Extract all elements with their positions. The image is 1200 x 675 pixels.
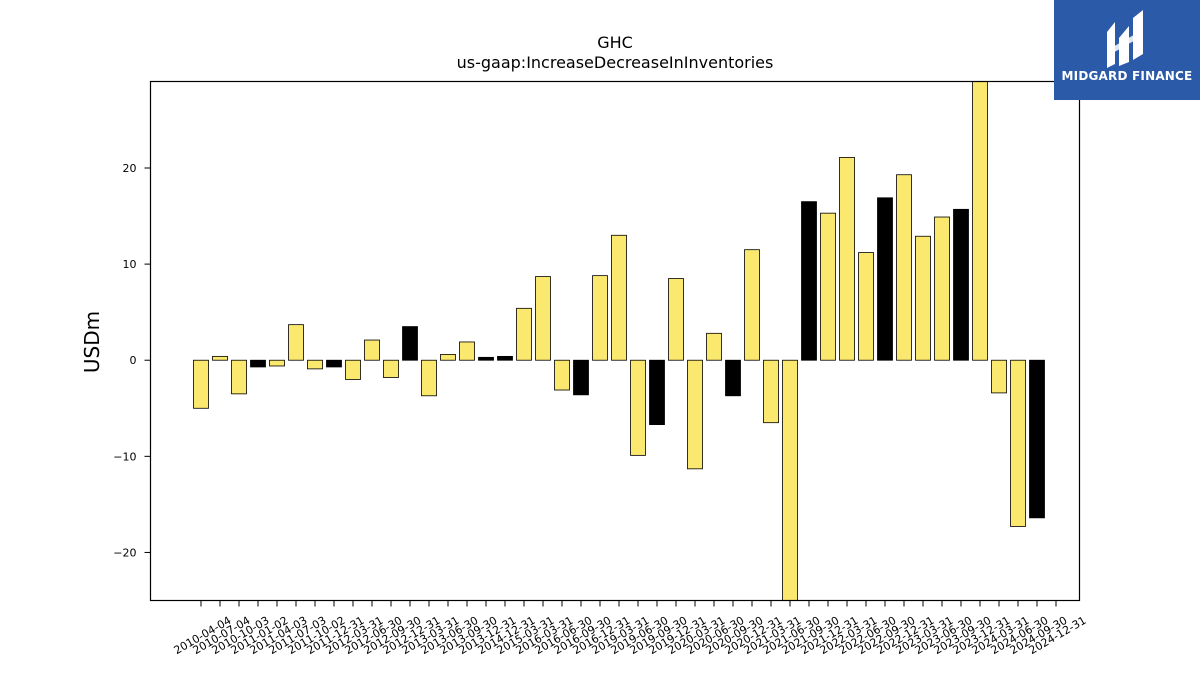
bar-2020-03-31 (687, 359, 703, 470)
bar-2011-12-31 (326, 359, 342, 368)
bar-2019-09-30 (649, 359, 665, 426)
bar-2014-12-31 (497, 355, 513, 361)
bar-2016-06-30 (554, 359, 570, 391)
bar-2022-09-30 (877, 197, 893, 361)
bar-2016-09-30 (573, 359, 589, 396)
bar-2022-03-31 (839, 157, 855, 361)
bar-2011-01-02 (250, 359, 266, 368)
y-tick-label: −20 (113, 546, 136, 559)
bar-2016-03-31 (535, 276, 551, 361)
x-ticks-group: 2010-04-042010-07-042010-10-032011-01-02… (172, 600, 1089, 657)
bar-2013-06-30 (440, 354, 456, 361)
brand-logo: MIDGARD FINANCE (1054, 0, 1200, 100)
y-ticks-group: −20 −10 0 10 20 (113, 162, 151, 559)
bar-2023-06-30 (934, 216, 950, 361)
y-tick-label: −10 (113, 450, 136, 463)
bar-2012-09-30 (383, 359, 399, 378)
y-tick-label: 10 (123, 258, 137, 271)
bar-2022-06-30 (858, 252, 874, 361)
bar-2010-07-04 (212, 355, 228, 361)
bar-2021-06-30 (782, 359, 798, 601)
bar-2019-12-31 (668, 278, 684, 361)
bar-2011-10-02 (307, 359, 323, 370)
bar-2023-12-31 (972, 81, 988, 361)
bar-2010-10-03 (231, 359, 247, 395)
bar-2011-04-03 (269, 359, 285, 367)
bar-2023-09-30 (953, 208, 969, 361)
bar-2021-09-30 (801, 201, 817, 361)
bar-2015-03-31 (516, 307, 532, 361)
bar-2019-06-30 (630, 359, 646, 456)
bar-2021-12-31 (820, 212, 836, 361)
bar-2021-03-31 (763, 359, 779, 424)
bar-2016-12-31 (592, 275, 608, 361)
bar-2024-03-31 (991, 359, 1007, 394)
bar-2020-09-30 (725, 359, 741, 397)
midgard-logo-icon (1107, 10, 1143, 68)
bar-2013-12-31 (478, 356, 494, 361)
bar-2013-03-31 (421, 359, 437, 397)
bar-2019-03-31 (611, 234, 627, 361)
bar-2020-06-30 (706, 332, 722, 361)
bar-2012-06-30 (364, 339, 380, 361)
chart-subtitle: us-gaap:IncreaseDecreaseInInventories (457, 53, 774, 72)
y-tick-label: 20 (123, 162, 137, 175)
bar-2011-07-03 (288, 324, 304, 361)
chart-title: GHC (597, 33, 633, 52)
brand-name: MIDGARD FINANCE (1061, 69, 1193, 83)
bar-2022-12-31 (896, 174, 912, 361)
plot-frame (149, 80, 1081, 602)
bar-2013-09-30 (459, 341, 475, 361)
bar-2024-09-30 (1029, 359, 1045, 519)
bar-2012-03-31 (345, 359, 361, 380)
bar-2012-12-31 (402, 326, 418, 361)
bar-2020-12-31 (744, 249, 760, 361)
y-tick-label: 0 (130, 354, 137, 367)
bar-2010-04-04 (193, 359, 209, 409)
y-axis-label: USDm (80, 311, 104, 373)
bars-group (193, 81, 1045, 601)
bar-2023-03-31 (915, 235, 931, 361)
bar-2024-06-30 (1010, 359, 1026, 527)
